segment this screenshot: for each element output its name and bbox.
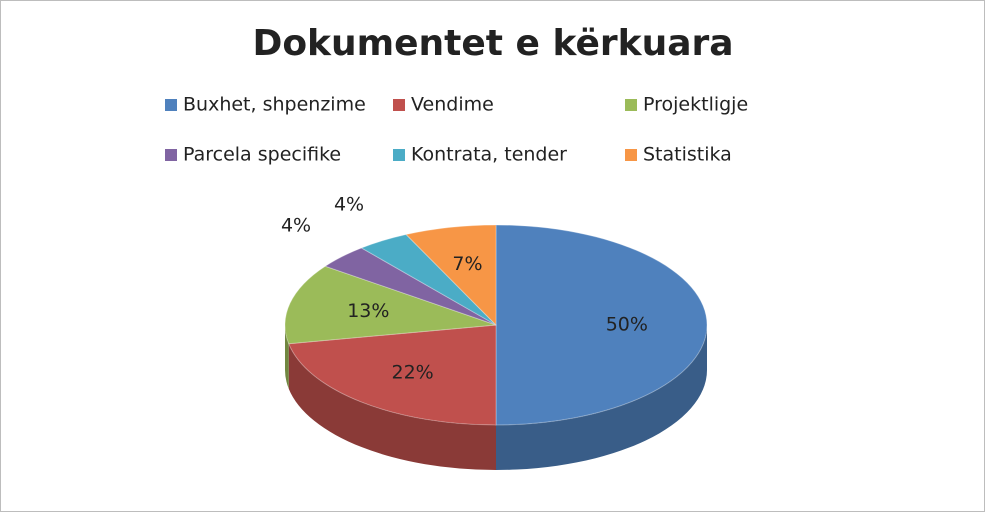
data-label: 4% <box>281 215 311 237</box>
pie-slice <box>324 247 497 326</box>
legend-label: Parcela specifike <box>183 144 341 166</box>
legend-label: Buxhet, shpenzime <box>183 94 366 116</box>
legend-label: Kontrata, tender <box>411 144 567 166</box>
legend-swatch <box>165 99 177 111</box>
pie-slice <box>360 233 497 326</box>
data-label: 13% <box>347 300 389 322</box>
data-label: 7% <box>452 253 482 275</box>
pie-slice <box>288 324 497 426</box>
data-label: 50% <box>606 314 648 336</box>
pie-slice <box>405 224 497 327</box>
pie-slice <box>495 224 708 426</box>
pie-slice-side <box>285 325 289 389</box>
pie-slice-side <box>496 325 707 470</box>
legend-label: Vendime <box>411 94 494 116</box>
legend-label: Projektligje <box>643 94 748 116</box>
legend-swatch <box>393 149 405 161</box>
chart-title: Dokumentet e kërkuara <box>252 23 733 64</box>
pie-slice-side <box>288 343 496 470</box>
data-label: 4% <box>334 194 364 216</box>
legend-swatch <box>393 99 405 111</box>
legend-swatch <box>625 149 637 161</box>
data-label: 22% <box>391 361 433 383</box>
pie-slice <box>284 265 497 345</box>
legend-swatch <box>165 149 177 161</box>
legend-label: Statistika <box>643 144 732 166</box>
legend-swatch <box>625 99 637 111</box>
